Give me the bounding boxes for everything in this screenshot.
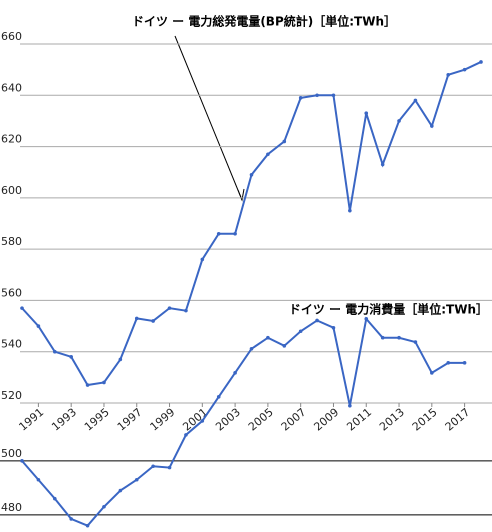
data-point bbox=[85, 523, 90, 528]
data-point bbox=[20, 459, 24, 463]
data-point bbox=[430, 124, 434, 128]
data-point bbox=[348, 403, 352, 408]
data-point bbox=[184, 308, 188, 313]
data-point bbox=[167, 306, 172, 310]
y-tick-label: 500 bbox=[1, 447, 22, 460]
data-line bbox=[21, 316, 465, 527]
data-point bbox=[20, 306, 24, 310]
data-point bbox=[216, 231, 221, 236]
data-point bbox=[413, 98, 418, 103]
data-point bbox=[69, 517, 73, 521]
x-tick-label: 2017 bbox=[443, 406, 473, 434]
pointer-line bbox=[174, 35, 243, 201]
data-point bbox=[331, 93, 336, 98]
data-point bbox=[52, 496, 57, 501]
data-point bbox=[380, 162, 385, 167]
x-tick-label: 1991 bbox=[16, 406, 46, 434]
data-point bbox=[397, 119, 401, 123]
x-tick-label: 2009 bbox=[312, 406, 342, 434]
data-point bbox=[69, 355, 73, 359]
data-point bbox=[413, 340, 418, 344]
data-point bbox=[479, 60, 483, 64]
x-tick-label: 2011 bbox=[344, 406, 374, 434]
data-point bbox=[249, 347, 254, 351]
y-tick-label: 660 bbox=[1, 30, 22, 43]
data-point bbox=[85, 383, 90, 387]
data-point bbox=[200, 257, 205, 262]
data-point bbox=[462, 361, 467, 365]
x-tick-label: 1997 bbox=[115, 406, 145, 434]
data-point bbox=[397, 335, 401, 340]
data-point bbox=[233, 371, 237, 375]
y-tick-label: 600 bbox=[1, 184, 22, 197]
pointer-arrowhead bbox=[237, 188, 245, 202]
data-point bbox=[266, 152, 270, 157]
x-tick-label: 2007 bbox=[279, 406, 309, 434]
x-tick-label: 2015 bbox=[410, 406, 440, 434]
data-point bbox=[364, 111, 369, 116]
data-point bbox=[118, 357, 123, 362]
data-point bbox=[36, 324, 41, 328]
y-tick-label: 580 bbox=[1, 235, 22, 248]
data-point bbox=[380, 335, 385, 340]
x-tick-label: 1995 bbox=[82, 406, 112, 434]
data-line bbox=[21, 61, 482, 387]
data-point bbox=[315, 93, 319, 98]
data-point bbox=[134, 477, 139, 482]
data-point bbox=[102, 380, 106, 385]
data-point bbox=[151, 319, 155, 323]
data-point bbox=[233, 231, 237, 236]
data-point bbox=[36, 477, 41, 482]
y-tick-label: 540 bbox=[1, 338, 22, 351]
data-point bbox=[331, 325, 336, 330]
data-point bbox=[52, 349, 57, 354]
data-point bbox=[446, 361, 451, 365]
data-point bbox=[298, 329, 303, 334]
y-tick-label: 480 bbox=[1, 501, 22, 514]
data-point bbox=[118, 488, 123, 493]
data-point bbox=[151, 464, 155, 469]
data-point bbox=[298, 96, 303, 100]
data-point bbox=[216, 395, 221, 399]
data-point bbox=[266, 335, 270, 340]
data-point bbox=[282, 344, 287, 348]
y-tick-label: 640 bbox=[1, 81, 22, 94]
data-point bbox=[446, 72, 451, 77]
x-tick-label: 1993 bbox=[49, 406, 79, 434]
x-tick-label: 2003 bbox=[213, 406, 243, 434]
x-tick-label: 2005 bbox=[246, 406, 276, 434]
chart-title: ドイツ ー 電力消費量［単位:TWh］ bbox=[289, 302, 488, 317]
y-tick-label: 520 bbox=[1, 389, 22, 402]
data-point bbox=[315, 318, 319, 323]
data-point bbox=[134, 316, 139, 321]
data-point bbox=[167, 465, 172, 470]
data-point bbox=[462, 67, 467, 72]
data-point bbox=[200, 419, 205, 423]
data-point bbox=[184, 433, 188, 437]
data-point bbox=[430, 371, 434, 375]
y-tick-label: 620 bbox=[1, 133, 22, 146]
data-point bbox=[102, 504, 106, 509]
data-point bbox=[249, 172, 254, 177]
chart-title: ドイツ ー 電力総発電量(BP統計)［単位:TWh］ bbox=[132, 14, 396, 29]
x-tick-label: 1999 bbox=[148, 406, 178, 434]
x-tick-label: 2013 bbox=[377, 406, 407, 434]
data-point bbox=[364, 317, 369, 321]
data-point bbox=[348, 208, 352, 213]
data-point bbox=[282, 139, 287, 144]
x-tick-label: 2001 bbox=[180, 406, 210, 434]
y-tick-label: 560 bbox=[1, 286, 22, 299]
